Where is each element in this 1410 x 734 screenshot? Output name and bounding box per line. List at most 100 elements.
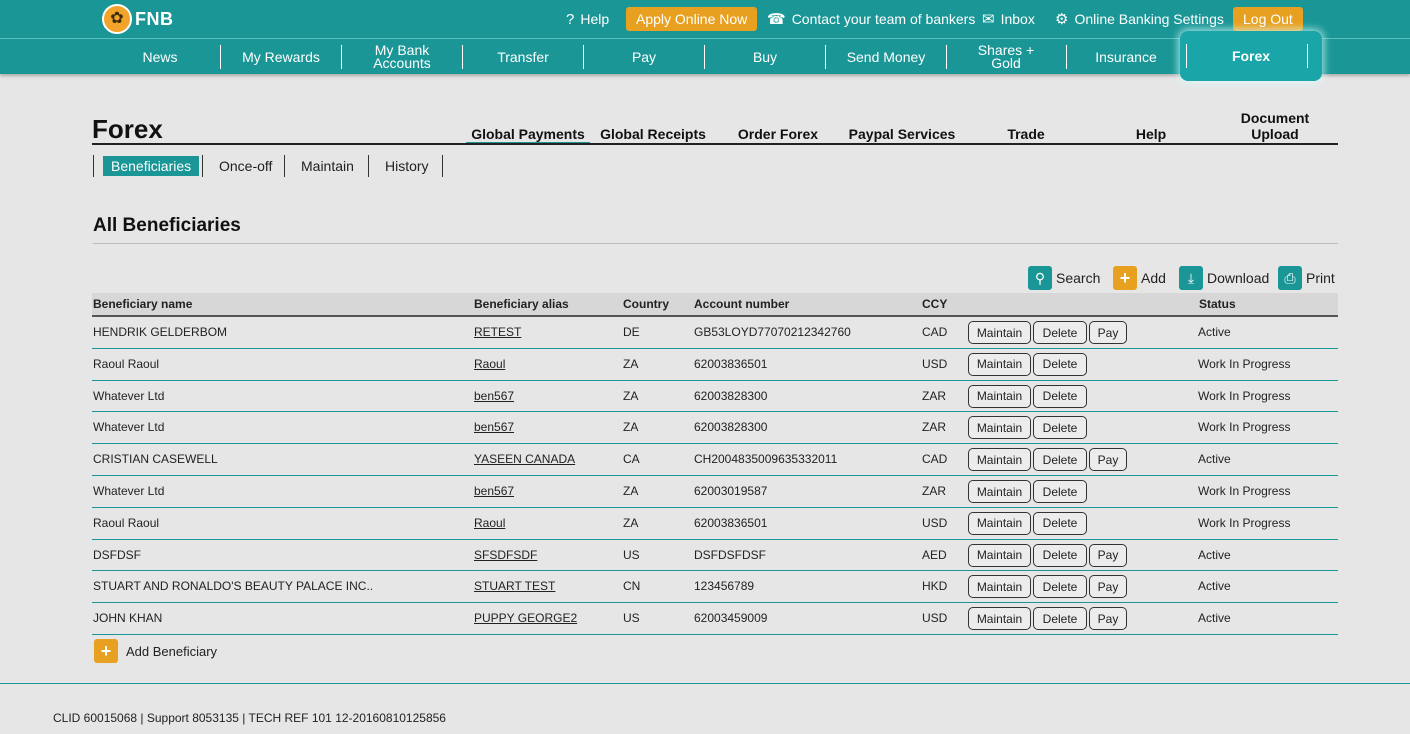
maintain-button[interactable]: Maintain	[968, 575, 1031, 599]
nav-pay[interactable]: Pay	[631, 48, 657, 65]
delete-button[interactable]: Delete	[1033, 448, 1087, 472]
beneficiary-alias-link[interactable]: YASEEN CANADA	[474, 452, 576, 467]
country: ZA	[623, 388, 639, 403]
delete-button[interactable]: Delete	[1033, 384, 1087, 408]
maintain-button[interactable]: Maintain	[968, 480, 1031, 503]
gear-icon: ⚙	[1055, 11, 1069, 28]
beneficiary-name: CRISTIAN CASEWELL	[93, 452, 218, 467]
tab-global-receipts[interactable]: Global Receipts	[600, 126, 706, 142]
pay-button[interactable]: Pay	[1089, 543, 1127, 567]
pay-button[interactable]: Pay	[1089, 448, 1127, 472]
main-nav: News My Rewards My Bank Accounts Transfe…	[0, 38, 1410, 74]
fnb-logo[interactable]: ✿ FNB	[102, 4, 174, 34]
beneficiary-alias-link[interactable]: STUART TEST	[474, 579, 556, 594]
inbox-link[interactable]: ✉ Inbox	[982, 0, 1035, 38]
plus-icon: +	[1113, 266, 1137, 290]
delete-button[interactable]: Delete	[1033, 416, 1087, 440]
maintain-button[interactable]: Maintain	[968, 416, 1031, 440]
maintain-button[interactable]: Maintain	[968, 384, 1031, 408]
nav-my-rewards[interactable]: My Rewards	[242, 48, 320, 65]
settings-label: Online Banking Settings	[1074, 11, 1224, 27]
beneficiary-alias-link[interactable]: SFSDFSDF	[474, 547, 538, 562]
delete-button[interactable]: Delete	[1033, 321, 1087, 344]
pay-button[interactable]: Pay	[1089, 321, 1127, 344]
subtab-divider	[202, 155, 203, 177]
account-number: GB53LOYD77070212342760	[694, 325, 851, 339]
nav-divider	[1307, 44, 1308, 68]
tab-order-forex[interactable]: Order Forex	[737, 126, 819, 142]
add-beneficiary-button[interactable]: + Add Beneficiary	[94, 639, 217, 663]
currency: CAD	[922, 325, 948, 339]
maintain-button[interactable]: Maintain	[968, 352, 1031, 376]
delete-button[interactable]: Delete	[1033, 607, 1087, 631]
table-row: CRISTIAN CASEWELL YASEEN CANADA CA CH200…	[92, 444, 1338, 476]
country: DE	[623, 325, 640, 339]
beneficiary-alias-link[interactable]: RETEST	[474, 325, 522, 339]
delete-button[interactable]: Delete	[1033, 575, 1087, 599]
subtab-once-off[interactable]: Once-off	[219, 158, 273, 174]
beneficiary-alias-link[interactable]: Raoul	[474, 356, 506, 371]
account-number: 62003459009	[694, 611, 768, 626]
nav-news[interactable]: News	[142, 48, 178, 65]
search-button[interactable]: ⚲ Search	[1028, 265, 1100, 291]
delete-button[interactable]: Delete	[1033, 543, 1087, 567]
currency: USD	[922, 515, 948, 530]
apply-online-button[interactable]: Apply Online Now	[626, 7, 758, 31]
add-beneficiary-label: Add Beneficiary	[126, 643, 218, 659]
subtab-maintain[interactable]: Maintain	[301, 158, 354, 174]
maintain-button[interactable]: Maintain	[968, 511, 1031, 535]
subtab-history[interactable]: History	[385, 158, 429, 174]
beneficiary-alias-link[interactable]: ben567	[474, 420, 515, 435]
table-header: Beneficiary name Beneficiary alias Count…	[92, 293, 1338, 317]
tab-paypal-services[interactable]: Paypal Services	[848, 126, 956, 142]
beneficiary-alias-link[interactable]: PUPPY GEORGE2	[474, 611, 578, 626]
nav-buy[interactable]: Buy	[752, 48, 778, 65]
pay-button[interactable]: Pay	[1089, 575, 1127, 599]
maintain-button[interactable]: Maintain	[968, 321, 1031, 344]
section-title: All Beneficiaries	[93, 215, 241, 236]
settings-link[interactable]: ⚙ Online Banking Settings	[1055, 0, 1224, 38]
account-number: 62003828300	[694, 420, 768, 435]
nav-my-bank-accounts[interactable]: My Bank Accounts	[373, 42, 431, 71]
tab-help[interactable]: Help	[1135, 126, 1167, 142]
logout-button[interactable]: Log Out	[1233, 7, 1303, 31]
delete-button[interactable]: Delete	[1033, 480, 1087, 503]
question-icon: ?	[566, 10, 575, 28]
nav-send-money[interactable]: Send Money	[846, 48, 926, 65]
contact-bankers-link[interactable]: ☎ Contact your team of bankers	[767, 0, 975, 38]
maintain-button[interactable]: Maintain	[968, 607, 1031, 631]
tab-global-payments[interactable]: Global Payments	[466, 116, 590, 145]
maintain-button[interactable]: Maintain	[968, 448, 1031, 472]
table-row: JOHN KHAN PUPPY GEORGE2 US 62003459009 U…	[92, 603, 1338, 635]
nav-divider	[462, 45, 463, 69]
table-row: DSFDSF SFSDFSDF US DSFDSFDSF AED Maintai…	[92, 540, 1338, 572]
beneficiary-alias-link[interactable]: ben567	[474, 388, 515, 403]
add-label: Add	[1141, 270, 1166, 286]
section-divider	[93, 243, 1338, 244]
print-button[interactable]: ⎙ Print	[1278, 265, 1335, 291]
pay-button[interactable]: Pay	[1089, 607, 1127, 631]
subtab-beneficiaries[interactable]: Beneficiaries	[103, 156, 200, 176]
delete-button[interactable]: Delete	[1033, 511, 1087, 535]
status: Work In Progress	[1198, 515, 1291, 530]
help-link[interactable]: ? Help	[566, 0, 609, 38]
beneficiary-alias-link[interactable]: Raoul	[474, 515, 506, 530]
beneficiary-alias-link[interactable]: ben567	[474, 484, 515, 498]
table-row: STUART AND RONALDO'S BEAUTY PALACE INC..…	[92, 571, 1338, 604]
table-row: Whatever Ltd ben567 ZA 62003828300 ZAR M…	[92, 381, 1338, 413]
tab-document-upload[interactable]: Document Upload	[1240, 110, 1310, 142]
beneficiary-name: STUART AND RONALDO'S BEAUTY PALACE INC..	[93, 579, 374, 594]
search-label: Search	[1056, 270, 1101, 286]
maintain-button[interactable]: Maintain	[968, 543, 1031, 567]
delete-button[interactable]: Delete	[1033, 352, 1087, 376]
download-button[interactable]: ⤓ Download	[1179, 265, 1269, 291]
status: Work In Progress	[1198, 484, 1291, 498]
nav-forex[interactable]: Forex	[1231, 48, 1271, 64]
add-button[interactable]: + Add	[1113, 265, 1166, 291]
country: ZA	[623, 420, 639, 435]
table-row: Whatever Ltd ben567 ZA 62003019587 ZAR M…	[92, 476, 1338, 508]
nav-transfer[interactable]: Transfer	[497, 48, 549, 65]
tab-trade[interactable]: Trade	[1007, 126, 1045, 142]
nav-shares-gold[interactable]: Shares + Gold	[977, 42, 1035, 71]
nav-insurance[interactable]: Insurance	[1095, 48, 1157, 65]
